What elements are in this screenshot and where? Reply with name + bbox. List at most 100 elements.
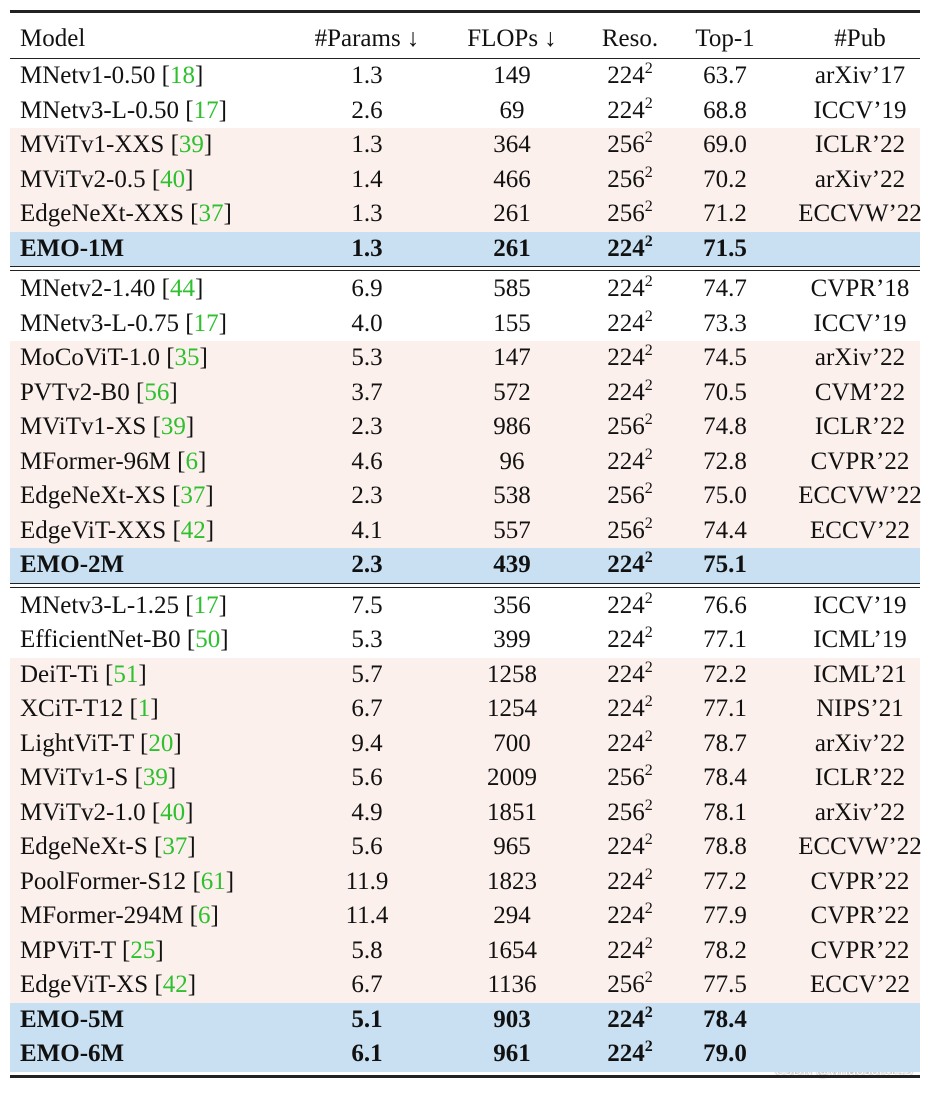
reso-cell: 2242 — [607, 727, 653, 762]
table-row: EdgeViT-XS [42] 6.7 1136 2562 77.5 ECCV’22 — [10, 968, 920, 1003]
reso-base: 256 — [607, 413, 645, 440]
table-row: MoCoViT-1.0 [35] 5.3 147 2242 74.5 arXiv’22 — [10, 341, 920, 376]
reso-base: 256 — [607, 200, 645, 227]
header-cell: #Pub — [834, 25, 886, 52]
table-row: MViTv2-1.0 [40] 4.9 1851 2562 78.1 arXiv’22 — [10, 795, 920, 831]
reso-cell: 2242 — [607, 445, 653, 480]
reso-exp: 2 — [644, 480, 653, 497]
params-cell: 5.7 — [351, 660, 383, 688]
params-cell: 5.1 — [351, 1005, 383, 1033]
model-name: LightViT-T — [20, 729, 134, 757]
model-cell: MViTv2-1.0 [40] — [20, 796, 193, 831]
reso-base: 224 — [607, 729, 645, 757]
table-row: DeiT-Ti [51] 5.7 1258 2242 72.2 ICML’21 — [10, 657, 920, 693]
citation: [40] — [151, 798, 194, 826]
flops-cell: 466 — [493, 165, 531, 193]
reso-exp: 2 — [644, 94, 653, 112]
model-name: DeiT-Ti — [20, 660, 99, 688]
flops-cell: 364 — [493, 131, 531, 158]
table-row: EfficientNet-B0 [50] 5.3 399 2242 77.1 ICML’1… — [10, 623, 920, 658]
reso-base: 224 — [607, 62, 645, 89]
table-row: MViTv2-0.5 [40] 1.4 466 2562 70.2 arXiv’22 — [10, 162, 920, 197]
reso-base: 224 — [607, 591, 645, 619]
top1-cell: 77.2 — [703, 867, 747, 895]
reso-cell: 2242 — [607, 1037, 653, 1072]
top-rule — [10, 10, 920, 13]
table-row: EdgeNeXt-S [37] 5.6 965 2242 78.8 ECCVW’22 — [10, 830, 922, 865]
reso-exp: 2 — [644, 831, 653, 848]
params-cell: 9.4 — [351, 729, 383, 757]
reso-exp: 2 — [644, 549, 653, 566]
reso-cell: 2242 — [607, 658, 653, 693]
table-row: MFormer-96M [6] 4.6 96 2242 72.8 CVPR’22 — [10, 444, 920, 480]
model-cell: EdgeNeXt-S [37] — [20, 830, 196, 865]
reso-base: 224 — [607, 1040, 645, 1067]
reso-exp: 2 — [644, 1038, 653, 1055]
reso-cell: 2562 — [607, 128, 653, 163]
citation: [50] — [186, 626, 229, 653]
reso-exp: 2 — [644, 1003, 653, 1021]
reso-cell: 2242 — [607, 341, 653, 376]
reso-base: 224 — [607, 902, 645, 929]
reso-cell: 2242 — [607, 692, 653, 727]
reso-cell: 2242 — [607, 272, 653, 307]
reso-base: 224 — [607, 234, 645, 262]
params-cell: 5.3 — [351, 626, 383, 653]
model-name: EdgeNeXt-XS — [20, 482, 166, 509]
citation: [1] — [129, 695, 159, 722]
model-name: EdgeNeXt-S — [20, 833, 148, 860]
params-cell: 4.9 — [351, 798, 383, 826]
table-row: MNetv1-0.50 [18] 1.3 149 2242 63.7 arXiv’17 — [10, 59, 920, 94]
flops-cell: 1136 — [487, 971, 537, 998]
reso-exp: 2 — [644, 342, 653, 359]
flops-cell: 961 — [493, 1040, 531, 1067]
reso-base: 256 — [607, 131, 645, 158]
top1-cell: 71.2 — [703, 200, 747, 227]
header-cell: Top-1 — [695, 25, 755, 52]
table-row: EdgeNeXt-XS [37] 2.3 538 2562 75.0 ECCVW’22 — [10, 479, 922, 514]
top1-cell: 78.2 — [703, 936, 747, 964]
citation: [6] — [189, 902, 219, 929]
top1-cell: 77.1 — [703, 695, 747, 722]
reso-base: 224 — [607, 867, 645, 895]
top1-cell: 75.1 — [703, 551, 747, 578]
pub-cell: ICML’21 — [813, 660, 907, 688]
flops-cell: 1254 — [487, 695, 537, 722]
model-name: MViTv2-1.0 — [20, 798, 146, 826]
pub-cell: CVPR’22 — [810, 447, 910, 475]
reso-cell: 2242 — [607, 934, 653, 969]
model-name: MFormer-96M — [20, 447, 171, 475]
params-cell: 4.0 — [351, 309, 383, 337]
reso-exp: 2 — [644, 376, 653, 394]
top1-cell: 69.0 — [703, 131, 747, 158]
params-cell: 2.6 — [351, 96, 383, 124]
pub-cell: ICML’19 — [813, 626, 907, 653]
reso-base: 224 — [607, 275, 645, 302]
table-row: MNetv3-L-0.75 [17] 4.0 155 2242 73.3 ICCV’19 — [10, 307, 920, 342]
top1-cell: 63.7 — [703, 62, 747, 89]
model-cell: EMO-1M — [20, 232, 124, 267]
model-name: EMO-5M — [20, 1005, 125, 1033]
model-cell: MNetv3-L-0.75 [17] — [20, 307, 227, 342]
model-name: XCiT-T12 — [20, 695, 124, 722]
reso-base: 224 — [607, 626, 645, 653]
reso-exp: 2 — [644, 762, 653, 779]
section-rule — [10, 270, 920, 271]
model-cell: EdgeNeXt-XS [37] — [20, 479, 214, 514]
reso-exp: 2 — [644, 60, 653, 77]
reso-exp: 2 — [644, 514, 653, 532]
model-cell: MNetv3-L-0.50 [17] — [20, 94, 227, 129]
table-row: EMO-1M 1.3 261 2242 71.5 — [10, 231, 920, 267]
table-row: PVTv2-B0 [56] 3.7 572 2242 70.5 CVM’22 — [10, 375, 920, 410]
flops-cell: 147 — [493, 344, 531, 371]
citation: [37] — [154, 833, 196, 860]
reso-cell: 2242 — [607, 830, 653, 865]
reso-base: 224 — [607, 936, 645, 964]
flops-cell: 572 — [493, 378, 531, 406]
reso-cell: 2562 — [607, 197, 653, 232]
reso-exp: 2 — [644, 273, 653, 290]
citation: [37] — [190, 200, 232, 227]
pub-cell: arXiv’22 — [814, 798, 906, 826]
params-cell: 5.8 — [351, 936, 383, 964]
